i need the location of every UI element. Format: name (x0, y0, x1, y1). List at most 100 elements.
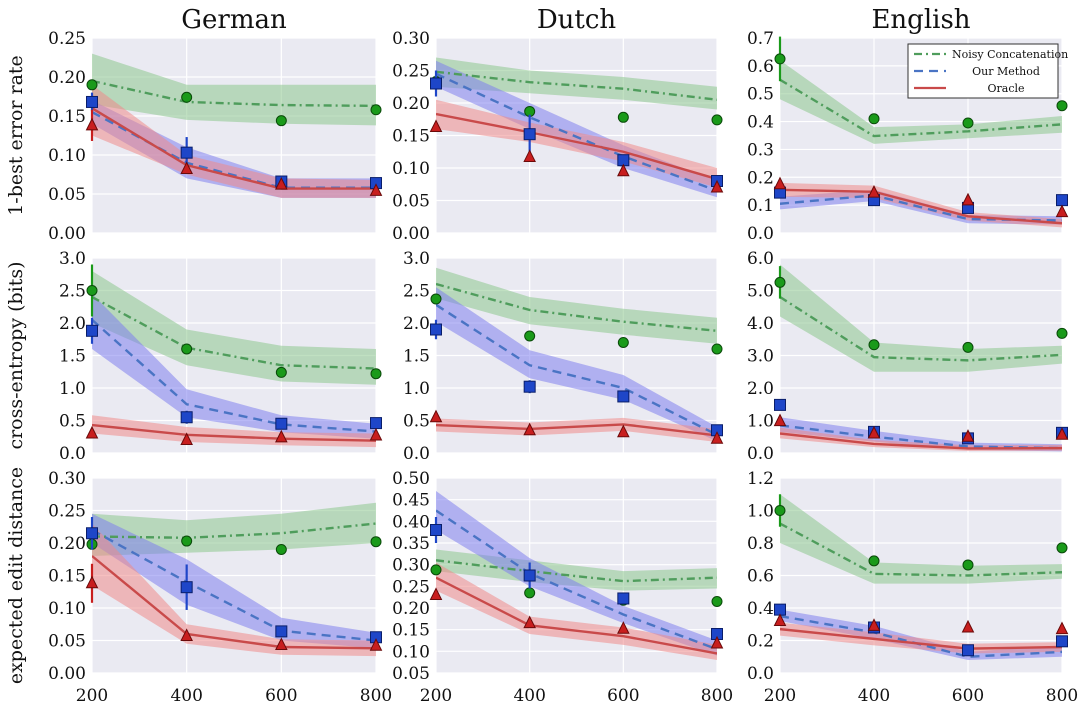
oracle-point (85, 117, 99, 131)
y-tick-label: 0.0 (59, 444, 86, 464)
ours-line (92, 528, 376, 642)
x-tick-label: 400 (170, 686, 202, 706)
ours-point (430, 77, 442, 90)
panel-german-edit-distance: 0.00 0.05 0.10 0.15 0.20 0.25 0.30 200 400 600 800 (48, 469, 392, 706)
oracle-line (780, 627, 1062, 650)
y-tick-label: 0.35 (392, 534, 430, 554)
y-tick-label: 0.25 (392, 62, 430, 82)
y-tick-label: 0.40 (392, 512, 430, 532)
oracle-point (85, 575, 99, 589)
noisy-point (275, 544, 287, 555)
oracle-point (710, 635, 724, 649)
oracle-point (369, 427, 383, 441)
oracle-band (780, 622, 1062, 654)
noisy-line (436, 282, 717, 332)
noisy-line (436, 559, 717, 583)
ours-point (86, 324, 98, 337)
y-tick-label: 0.00 (48, 664, 86, 684)
noisy-point (774, 53, 786, 65)
y-tick-label: 4.0 (747, 314, 774, 334)
oracle-point (617, 621, 630, 634)
y-tick-label: 0.20 (48, 68, 86, 88)
x-tick-label: 200 (420, 686, 452, 706)
noisy-point (711, 343, 723, 355)
y-tick-label: 0.30 (392, 556, 430, 576)
y-tick-label: 0.45 (392, 491, 430, 511)
noisy-point (962, 559, 974, 571)
noisy-band (780, 264, 1062, 372)
oracle-point (85, 425, 99, 439)
oracle-point (429, 587, 443, 600)
y-tick-label: 0.2 (747, 632, 774, 652)
noisy-point (430, 564, 442, 576)
x-tick-label: 200 (76, 686, 108, 706)
y-tick-label: 0.5 (59, 412, 86, 432)
noisy-line (92, 79, 376, 108)
y-tick-label: 2.5 (59, 282, 86, 302)
noisy-point (962, 341, 974, 353)
ours-band (780, 609, 1062, 660)
ours-line (780, 424, 1062, 450)
ours-point (617, 592, 630, 605)
y-tick-label: 0.4 (747, 599, 774, 619)
column-title-dutch: Dutch (537, 5, 617, 35)
oracle-line (436, 576, 717, 655)
oracle-line (92, 107, 376, 190)
x-tick-label: 600 (265, 686, 297, 706)
y-tick-label: 1.0 (59, 379, 86, 399)
noisy-point (370, 368, 382, 380)
ours-point (275, 625, 288, 638)
y-tick-label: 0.05 (392, 192, 430, 212)
y-tick-label: 3.0 (747, 347, 774, 367)
oracle-point (710, 179, 724, 193)
oracle-line (436, 112, 717, 181)
y-tick-label: 1.5 (59, 347, 86, 367)
y-tick-label: 0.05 (392, 664, 430, 684)
y-tick-label: 0.20 (48, 534, 86, 554)
ours-line (780, 194, 1062, 222)
y-tick-label: 0.0 (747, 224, 774, 244)
oracle-point (1055, 621, 1069, 635)
noisy-point (962, 117, 974, 129)
noisy-point (181, 343, 193, 355)
noisy-point (524, 330, 536, 342)
panel-content (780, 494, 1062, 660)
ours-point (180, 411, 193, 424)
noisy-point (1056, 542, 1068, 554)
oracle-point (180, 161, 193, 175)
oracle-point (867, 618, 881, 631)
ours-point (774, 398, 786, 411)
y-tick-label: 0.50 (392, 469, 430, 489)
oracle-point (429, 119, 443, 133)
y-tick-label: 0.25 (48, 29, 86, 49)
y-tick-label: 0.00 (392, 224, 430, 244)
y-tick-label: 0.1 (747, 196, 774, 216)
x-tick-label: 600 (607, 686, 639, 706)
oracle-point (275, 637, 288, 651)
y-tick-label: 3.0 (59, 249, 86, 269)
oracle-point (180, 432, 193, 445)
y-tick-label: 0.15 (392, 127, 430, 147)
oracle-point (961, 429, 975, 442)
column-title-english: English (871, 5, 970, 35)
y-tick-label: 0.00 (48, 224, 86, 244)
x-tick-label: 600 (952, 686, 984, 706)
ours-point (617, 390, 630, 403)
y-tick-label: 1.0 (403, 379, 430, 399)
ours-point (430, 323, 442, 336)
oracle-point (369, 638, 383, 651)
legend: Noisy Concatenation Our Method Oracle (907, 43, 1068, 99)
ours-band (92, 513, 376, 649)
oracle-point (961, 619, 975, 633)
y-axis-label: 1-best error rate (5, 55, 27, 216)
panel-content (436, 267, 717, 442)
oracle-point (1055, 427, 1069, 440)
ours-band (436, 491, 717, 656)
noisy-point (275, 366, 287, 378)
noisy-band (436, 267, 717, 344)
ours-point (1056, 194, 1068, 207)
oracle-line (92, 423, 376, 442)
noisy-point (774, 505, 786, 516)
ours-point (180, 581, 193, 594)
